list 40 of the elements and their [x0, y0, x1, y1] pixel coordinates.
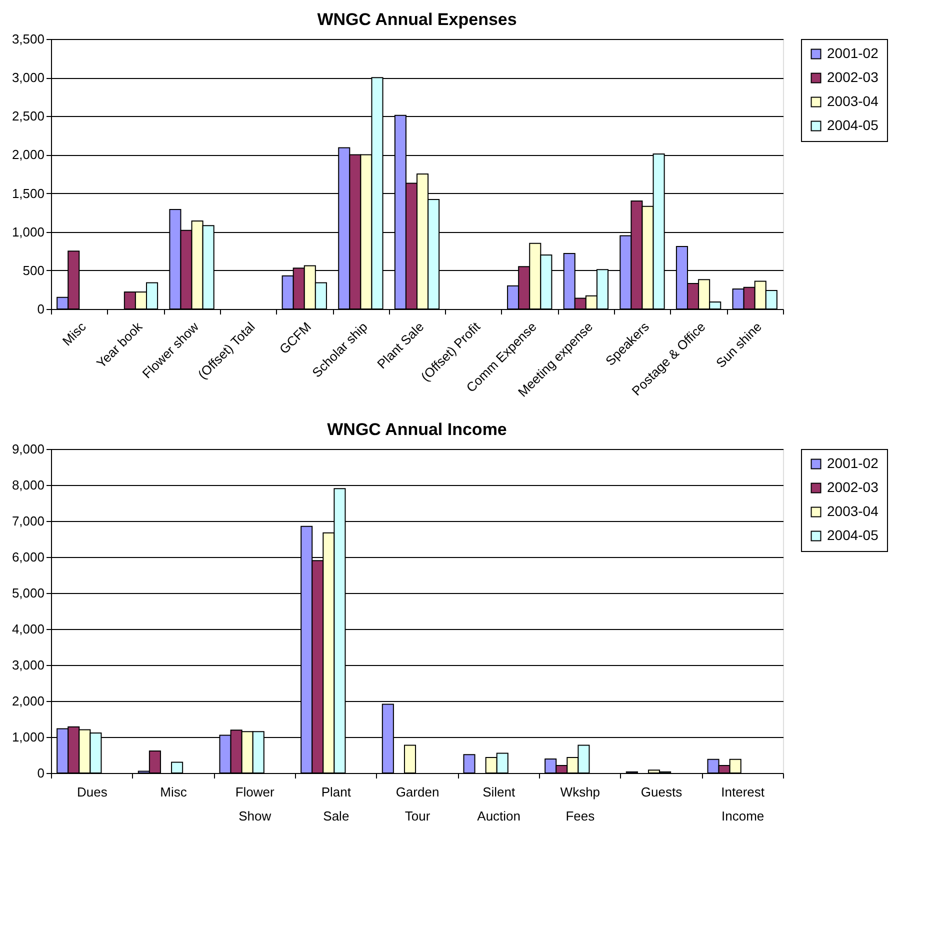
- legend-label: 2002-03: [827, 69, 879, 85]
- legend-label: 2001-02: [827, 455, 879, 471]
- x-tick-label: Silent Auction: [477, 784, 521, 824]
- y-tick-label: 1,000: [12, 224, 44, 240]
- x-tick-label: Misc: [160, 784, 188, 800]
- y-tick-label: 3,500: [12, 32, 44, 46]
- y-tick-label: 2,500: [12, 108, 44, 124]
- y-tick-label: 6,000: [12, 550, 44, 564]
- legend-label: 2003-04: [827, 503, 879, 519]
- y-tick-label: 4,000: [12, 622, 44, 636]
- legend-label: 2004-05: [827, 527, 879, 543]
- y-tick-label: 500: [22, 262, 44, 278]
- bar: [171, 762, 184, 774]
- x-tick-label: Garden Tour: [396, 784, 440, 824]
- y-tick-label: 0: [37, 302, 44, 316]
- chart-title: WNGC Annual Income: [327, 420, 507, 439]
- y-tick-label: 2,000: [12, 147, 44, 162]
- y-tick-label: 7,000: [12, 514, 44, 528]
- bar: [404, 744, 416, 774]
- legend-label: 2004-05: [827, 117, 879, 133]
- x-tick-label: Wkshp Fees: [560, 784, 600, 824]
- y-tick-label: 9,000: [12, 442, 44, 456]
- y-tick-label: 5,000: [12, 586, 44, 600]
- legend-label: 2002-03: [827, 479, 879, 495]
- y-tick-label: 3,000: [12, 658, 44, 672]
- y-tick-label: 3,000: [12, 70, 44, 86]
- x-tick-label: Guests: [640, 784, 683, 800]
- legend-label: 2001-02: [827, 45, 879, 61]
- y-tick-label: 2,000: [12, 694, 44, 708]
- x-tick-label: Flower Show: [235, 784, 276, 824]
- x-tick-label: Interest Income: [721, 784, 765, 824]
- legend-label: 2003-04: [827, 93, 879, 109]
- y-tick-label: 8,000: [12, 478, 44, 492]
- chart-title: WNGC Annual Expenses: [317, 10, 517, 29]
- x-tick-label: Dues: [76, 784, 108, 800]
- y-tick-label: 1,500: [12, 186, 44, 201]
- y-tick-label: 0: [37, 766, 44, 780]
- y-tick-label: 1,000: [12, 730, 44, 744]
- x-tick-label: Plant Sale: [321, 784, 352, 824]
- bar: [463, 754, 476, 774]
